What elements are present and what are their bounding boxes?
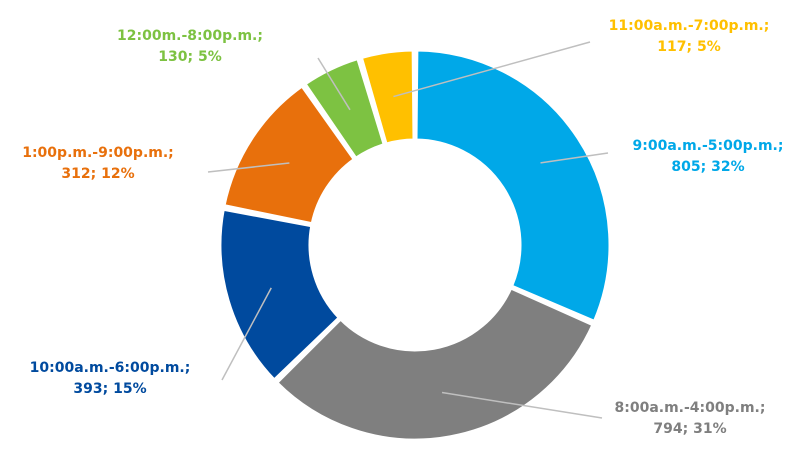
leader-line [207,162,290,173]
donut-slice [274,285,595,442]
slices-group [218,48,612,442]
leader-line [221,287,272,381]
data-label: 8:00a.m.-4:00p.m.; 794; 31% [615,400,766,437]
data-label: 1:00p.m.-9:00p.m.; 312; 12% [22,145,174,182]
donut-slice [303,56,387,161]
leader-line [317,57,351,111]
data-labels-group: 9:00a.m.-5:00p.m.; 805; 32% 8:00a.m.-4:00p… [22,18,783,437]
donut-slice [218,207,342,383]
data-label: 12:00m.-8:00p.m.; 130; 5% [117,28,263,65]
donut-slice [359,48,416,146]
leader-lines-group [207,41,609,419]
donut-slice [414,48,612,324]
donut-slice [222,83,357,226]
data-label: 11:00a.m.-7:00p.m.; 117; 5% [609,18,770,55]
data-label: 10:00a.m.-6:00p.m.; 393; 15% [30,360,191,397]
leader-line [393,41,591,98]
leader-line [540,152,609,164]
leader-line [441,391,603,419]
data-label: 9:00a.m.-5:00p.m.; 805; 32% [633,138,784,175]
